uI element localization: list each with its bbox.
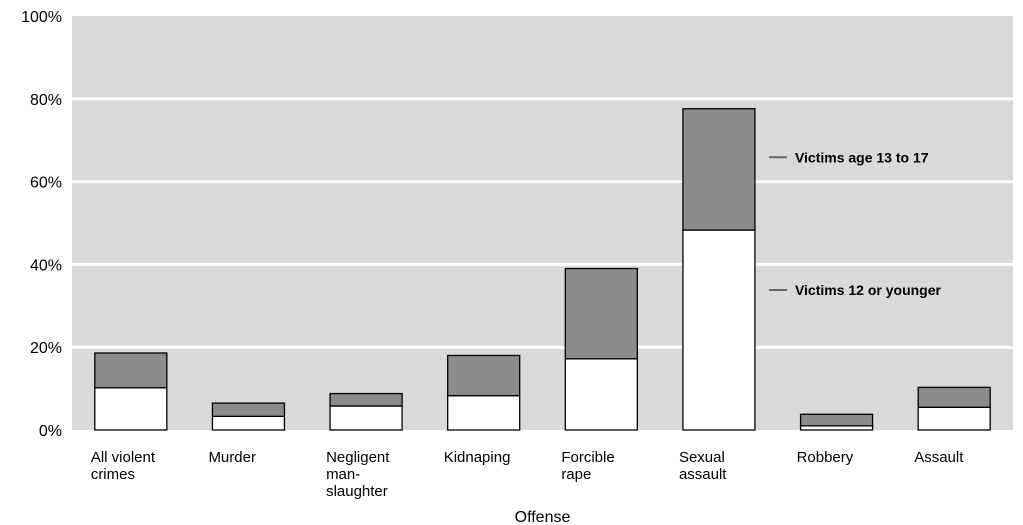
y-tick-label: 100% — [21, 9, 62, 26]
bar-segment-12-or-younger — [94, 387, 168, 431]
bar-segment-13-to-17 — [917, 386, 991, 408]
annotation-13-to-17: Victims age 13 to 17 — [795, 149, 929, 165]
bar-segment-13-to-17 — [329, 392, 403, 407]
annotation-12-or-younger: Victims 12 or younger — [795, 282, 942, 298]
x-category-label: Assault — [914, 449, 964, 466]
y-axis-ticks: 0% 20% 40% 60% 80% 100% — [21, 9, 62, 440]
x-axis-label: Offense — [515, 509, 571, 525]
bar-segment-13-to-17 — [447, 354, 521, 397]
plot-background — [72, 16, 1013, 430]
x-category-label: Robbery — [797, 449, 854, 466]
y-tick-label: 40% — [30, 257, 62, 274]
bar-segment-12-or-younger — [211, 415, 286, 431]
bar-segment-13-to-17 — [94, 352, 168, 389]
x-category-label: Negligent man-slaughter — [326, 449, 390, 500]
y-tick-label: 20% — [30, 340, 62, 357]
x-category-label: Kidnaping — [444, 449, 511, 466]
bar-segment-12-or-younger — [682, 229, 756, 431]
bar-segment-12-or-younger — [917, 406, 991, 431]
series-annotations: Victims 12 or younger Victims age 13 to 1… — [768, 149, 942, 298]
x-category-label: Murder — [208, 449, 256, 466]
bar-segment-13-to-17 — [682, 108, 756, 231]
y-tick-label: 60% — [30, 175, 62, 192]
bar-segment-13-to-17 — [211, 402, 286, 417]
x-axis-categories: All violent crimes Murder Negligent man-slau… — [91, 449, 964, 500]
bar-segment-13-to-17 — [799, 413, 874, 427]
y-tick-label: 80% — [30, 92, 62, 109]
bar-segment-12-or-younger — [329, 405, 403, 431]
bar-segment-12-or-younger — [447, 394, 521, 431]
bars — [94, 108, 991, 431]
x-category-label: Forcible rape — [561, 449, 614, 483]
x-category-label: All violent crimes — [91, 449, 156, 483]
x-category-label: Sexual assault — [679, 449, 727, 483]
y-tick-label: 0% — [39, 423, 62, 440]
gridlines — [72, 97, 1013, 349]
bar-segment-12-or-younger — [564, 358, 638, 431]
bar-segment-13-to-17 — [564, 267, 638, 360]
